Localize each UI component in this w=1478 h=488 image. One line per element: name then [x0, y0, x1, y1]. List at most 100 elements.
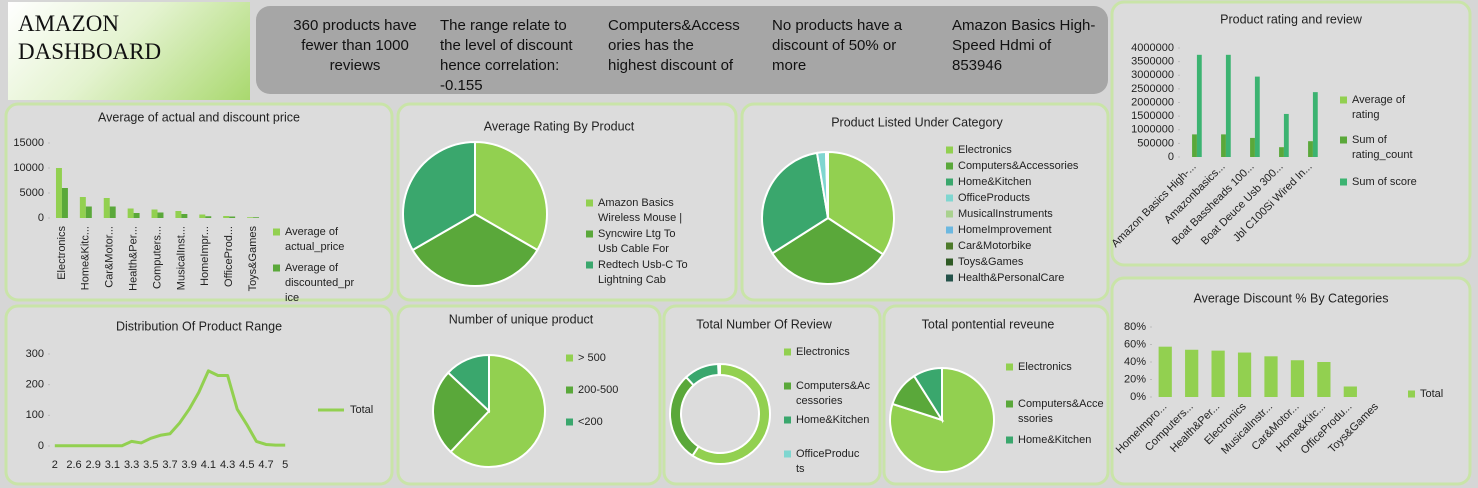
bar	[79, 197, 86, 218]
legend-marker	[586, 261, 593, 269]
text-line: OfficeProducts	[958, 192, 1030, 204]
legend-label: HomeImprovement	[958, 224, 1052, 236]
bar	[103, 198, 110, 218]
chart-title: Distribution Of Product Range	[116, 319, 282, 333]
text-line: Computers&Acce	[1018, 398, 1104, 410]
x-tick-label: 3.7	[162, 459, 177, 471]
legend-label: Average of actual_price	[285, 226, 344, 253]
legend-label: Home&Kitchen	[796, 414, 869, 426]
y-tick-label: 300	[26, 348, 44, 360]
legend-marker	[1340, 178, 1347, 186]
y-tick-label: 3500000	[1131, 56, 1174, 68]
y-tick-label: 100	[26, 409, 44, 421]
y-tick-label: 1500000	[1131, 110, 1174, 122]
x-tick-label: OfficeProd...	[223, 226, 235, 287]
bar	[1225, 54, 1231, 157]
bar	[61, 188, 68, 218]
x-tick-label: 4.7	[258, 459, 273, 471]
legend-label: Average of rating	[1352, 94, 1408, 121]
y-tick-label: 0%	[1130, 391, 1146, 403]
legend-marker	[946, 258, 953, 266]
bar	[223, 216, 230, 218]
x-tick-label: 3.3	[124, 459, 139, 471]
legend-label: OfficeProducts	[958, 192, 1030, 204]
text-line: Toys&Games	[958, 256, 1024, 268]
text-line: rating	[1352, 109, 1380, 121]
x-tick-label: Home&Kitc...	[80, 226, 92, 290]
text-line: discounted_pr	[285, 277, 354, 289]
chart-title: Total Number Of Review	[696, 317, 832, 331]
chart-title: Product rating and review	[1220, 12, 1363, 26]
y-tick-label: 60%	[1124, 338, 1146, 350]
legend-label: Electronics	[1018, 361, 1072, 373]
bar	[1237, 352, 1252, 397]
legend-label: Total	[350, 404, 373, 416]
text-line: Wireless Mouse |	[598, 212, 682, 224]
text-line: ts	[796, 463, 805, 475]
legend-label: Health&PersonalCare	[958, 272, 1064, 284]
legend-marker	[946, 162, 953, 170]
x-tick-label: Electronics	[56, 226, 68, 280]
bar	[1279, 147, 1284, 157]
slice	[402, 140, 476, 252]
legend-marker	[946, 210, 953, 218]
x-tick-label: 3.5	[143, 459, 158, 471]
y-tick-label: 80%	[1124, 321, 1146, 333]
bar	[1158, 346, 1172, 397]
bar	[133, 213, 140, 218]
kpi: No products have a discount of 50% or mo…	[772, 17, 903, 74]
bar	[1250, 137, 1255, 157]
panel	[4, 102, 394, 302]
x-tick-label: HomeImpr...	[199, 226, 211, 286]
bar	[181, 214, 188, 218]
bar	[1192, 134, 1197, 157]
text-line: Home&Kitchen	[958, 176, 1031, 188]
chart-title: Total pontential reveune	[922, 317, 1055, 331]
legend-label: Car&Motorbike	[958, 240, 1031, 252]
legend-marker	[784, 416, 791, 424]
y-tick-label: 10000	[13, 162, 44, 174]
bar	[1264, 356, 1278, 397]
legend-label: Sum of rating_count	[1352, 134, 1413, 161]
kpi: Amazon Basics High-Speed Hdmi of 853946	[952, 17, 1096, 74]
legend-marker	[566, 418, 573, 426]
y-tick-label: 2000000	[1131, 96, 1174, 108]
text-line: Usb Cable For	[598, 243, 669, 255]
text-line: Electronics	[1018, 361, 1072, 373]
bar	[1308, 141, 1313, 157]
y-tick-label: 500000	[1137, 137, 1174, 149]
chart-title: Product Listed Under Category	[831, 115, 1003, 129]
chart-title: Average of actual and discount price	[98, 110, 300, 124]
legend-marker	[784, 382, 791, 390]
legend-marker	[946, 242, 953, 250]
x-tick-label: 3.9	[182, 459, 197, 471]
chart-title: Average Rating By Product	[484, 119, 635, 133]
legend-marker	[1006, 400, 1013, 408]
legend-marker	[1408, 390, 1415, 398]
legend-label: Home&Kitchen	[1018, 434, 1091, 446]
y-tick-label: 1000000	[1131, 124, 1174, 136]
y-tick-label: 15000	[13, 137, 44, 149]
y-tick-label: 0	[1168, 151, 1174, 163]
x-tick-label: 4.3	[220, 459, 235, 471]
legend-marker	[273, 264, 280, 272]
y-tick-label: 20%	[1124, 373, 1146, 385]
text-line: ice	[285, 292, 299, 304]
panel	[662, 304, 882, 486]
text-line: <200	[578, 416, 603, 428]
y-tick-label: 0	[38, 212, 44, 224]
text-line: Average of	[285, 262, 341, 274]
legend-label: Electronics	[958, 144, 1012, 156]
bar	[253, 217, 260, 218]
slice	[912, 366, 943, 424]
x-tick-label: Toys&Games	[247, 226, 259, 292]
kpi-bar: 360 products have fewer than 1000 review…	[256, 6, 1108, 94]
slice	[717, 362, 721, 377]
y-tick-label: 40%	[1124, 356, 1146, 368]
slice	[432, 371, 491, 454]
dashboard-title: AMAZON DASHBOARD	[8, 2, 250, 100]
text-line: Computers&Accessories	[958, 160, 1079, 172]
